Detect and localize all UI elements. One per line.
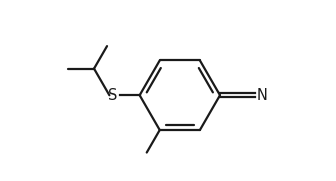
Text: N: N: [257, 88, 268, 103]
Text: S: S: [108, 88, 117, 103]
